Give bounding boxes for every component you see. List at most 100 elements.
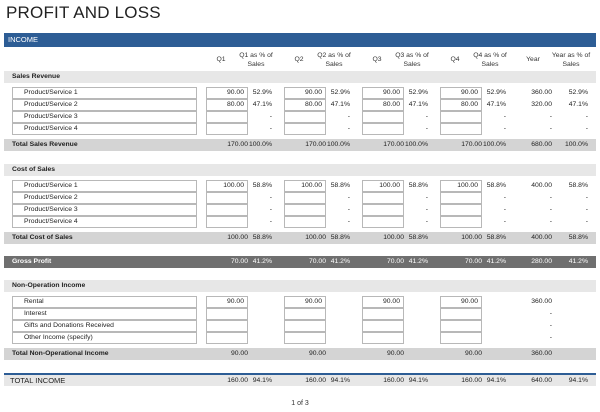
year-value: - xyxy=(549,218,552,225)
quarter-percent: 52.9% xyxy=(408,89,428,96)
year-percent: 47.1% xyxy=(568,101,588,108)
quarter-input[interactable]: 80.00 xyxy=(362,99,404,111)
quarter-input[interactable] xyxy=(206,332,248,344)
total-label: Total Sales Revenue xyxy=(12,141,78,148)
quarter-percent: - xyxy=(347,218,350,225)
quarter-input[interactable] xyxy=(284,204,326,216)
quarter-input[interactable]: 90.00 xyxy=(206,87,248,99)
quarter-input[interactable]: 90.00 xyxy=(284,87,326,99)
quarter-input[interactable] xyxy=(440,332,482,344)
quarter-input[interactable]: 80.00 xyxy=(440,99,482,111)
quarter-input[interactable] xyxy=(440,123,482,135)
quarter-input[interactable]: 90.00 xyxy=(440,87,482,99)
quarter-input[interactable] xyxy=(362,308,404,320)
quarter-input[interactable]: 80.00 xyxy=(284,99,326,111)
quarter-input[interactable]: 80.00 xyxy=(206,99,248,111)
quarter-input[interactable] xyxy=(206,308,248,320)
column-header: Year as % of Sales xyxy=(551,52,591,68)
year-value: - xyxy=(549,206,552,213)
quarter-total-percent: 100.0% xyxy=(248,141,272,148)
quarter-total: 170.00 xyxy=(461,141,482,148)
quarter-total: 170.00 xyxy=(383,141,404,148)
quarter-input[interactable] xyxy=(284,308,326,320)
quarter-percent: 47.1% xyxy=(252,101,272,108)
quarter-total: 70.00 xyxy=(464,258,482,265)
quarter-input[interactable] xyxy=(362,192,404,204)
quarter-input[interactable] xyxy=(440,192,482,204)
year-percent: - xyxy=(585,206,588,213)
quarter-input[interactable]: 90.00 xyxy=(362,87,404,99)
row-label: Product/Service 3 xyxy=(12,204,197,216)
quarter-percent: - xyxy=(503,206,506,213)
quarter-input[interactable] xyxy=(284,123,326,135)
quarter-percent: - xyxy=(347,113,350,120)
row-label: Gifts and Donations Received xyxy=(12,320,197,332)
quarter-percent: - xyxy=(269,206,272,213)
quarter-input[interactable] xyxy=(284,192,326,204)
cost-of-sales-header: Cost of Sales xyxy=(4,164,596,176)
quarter-input[interactable]: 90.00 xyxy=(206,296,248,308)
quarter-input[interactable]: 90.00 xyxy=(284,296,326,308)
quarter-input[interactable] xyxy=(284,332,326,344)
row-label: Interest xyxy=(12,308,197,320)
year-value: - xyxy=(549,310,552,317)
quarter-percent: - xyxy=(503,125,506,132)
sales-row: Product/Service 2 80.00 47.1% 80.00 47.1% 80.… xyxy=(4,99,596,111)
quarter-input[interactable] xyxy=(206,320,248,332)
quarter-input[interactable]: 100.00 xyxy=(440,180,482,192)
quarter-input[interactable] xyxy=(362,204,404,216)
row-label: Product/Service 3 xyxy=(12,111,197,123)
total-income-quarter: 160.00 xyxy=(227,377,248,384)
non-operation-row: Interest - xyxy=(4,308,596,320)
sales-row: Product/Service 3 - - - - - - xyxy=(4,111,596,123)
quarter-total-percent: 58.8% xyxy=(486,234,506,241)
quarter-input[interactable] xyxy=(362,123,404,135)
quarter-input[interactable] xyxy=(440,204,482,216)
quarter-input[interactable] xyxy=(206,123,248,135)
cost-row: Product/Service 3 - - - - - - xyxy=(4,204,596,216)
row-label: Product/Service 1 xyxy=(12,180,197,192)
quarter-input[interactable] xyxy=(362,332,404,344)
quarter-input[interactable] xyxy=(284,111,326,123)
gross-profit-row: Gross Profit 70.00 41.2% 70.00 41.2% 70.00 41.… xyxy=(4,256,596,268)
quarter-input[interactable]: 100.00 xyxy=(284,180,326,192)
quarter-input[interactable] xyxy=(206,111,248,123)
quarter-input[interactable] xyxy=(206,192,248,204)
quarter-input[interactable]: 100.00 xyxy=(206,180,248,192)
year-total: 680.00 xyxy=(531,141,552,148)
year-value: 400.00 xyxy=(531,182,552,189)
quarter-total: 90.00 xyxy=(230,350,248,357)
quarter-input[interactable] xyxy=(362,216,404,228)
quarter-input[interactable] xyxy=(206,216,248,228)
quarter-percent: 58.8% xyxy=(486,182,506,189)
quarter-total-percent: 100.0% xyxy=(404,141,428,148)
year-percent: - xyxy=(585,125,588,132)
quarter-input[interactable] xyxy=(362,320,404,332)
quarter-total: 100.00 xyxy=(383,234,404,241)
quarter-total: 170.00 xyxy=(227,141,248,148)
year-percent: - xyxy=(585,194,588,201)
quarter-input[interactable] xyxy=(440,320,482,332)
quarter-percent: - xyxy=(269,218,272,225)
quarter-input[interactable]: 90.00 xyxy=(362,296,404,308)
row-label: Product/Service 2 xyxy=(12,99,197,111)
quarter-input[interactable] xyxy=(284,216,326,228)
quarter-input[interactable] xyxy=(440,111,482,123)
quarter-input[interactable] xyxy=(440,308,482,320)
quarter-total-percent: 41.2% xyxy=(486,258,506,265)
quarter-input[interactable] xyxy=(362,111,404,123)
quarter-input[interactable]: 90.00 xyxy=(440,296,482,308)
year-percent: 52.9% xyxy=(568,89,588,96)
quarter-input[interactable] xyxy=(440,216,482,228)
total-label: Total Non-Operational Income xyxy=(12,350,109,357)
quarter-input[interactable]: 100.00 xyxy=(362,180,404,192)
quarter-percent: - xyxy=(269,125,272,132)
year-value: 360.00 xyxy=(531,298,552,305)
quarter-input[interactable] xyxy=(206,204,248,216)
quarter-total-percent: 58.8% xyxy=(330,234,350,241)
column-header: Q3 xyxy=(372,56,382,63)
total-income-percent: 94.1% xyxy=(252,377,272,384)
column-header: Q2 xyxy=(294,56,304,63)
quarter-total-percent: 100.0% xyxy=(482,141,506,148)
quarter-input[interactable] xyxy=(284,320,326,332)
